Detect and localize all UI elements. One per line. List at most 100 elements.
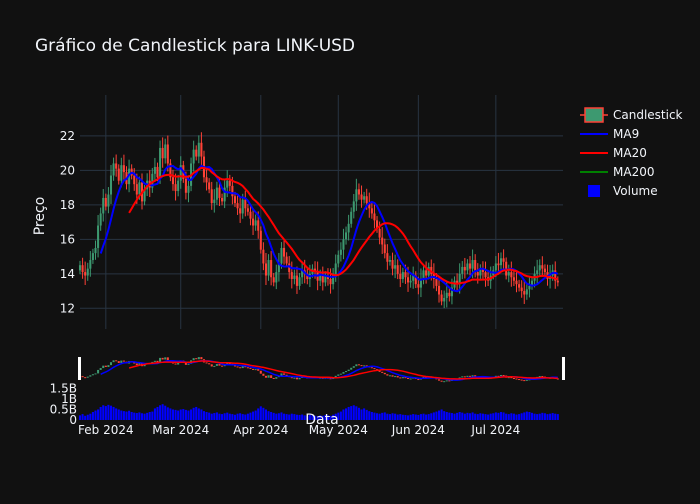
- candle-body: [427, 266, 430, 276]
- candle-body: [512, 277, 515, 281]
- candle-body: [368, 203, 371, 209]
- candle-body: [293, 275, 296, 279]
- candle-body: [277, 263, 280, 273]
- candle-body: [329, 278, 332, 285]
- volume-tick-label: 0: [69, 413, 77, 427]
- range-slider-candle: [497, 375, 500, 377]
- range-slider-candle: [267, 375, 270, 378]
- volume-bar: [195, 406, 198, 420]
- range-slider-candle: [197, 357, 200, 360]
- volume-bar: [210, 413, 213, 420]
- candle-body: [283, 247, 286, 257]
- candle-body: [153, 166, 156, 174]
- range-slider-candle: [342, 372, 345, 374]
- volume-bar: [130, 412, 133, 420]
- y-tick-label: 18: [60, 198, 75, 212]
- range-slider-candle: [394, 376, 397, 378]
- range-slider-candle: [184, 362, 187, 365]
- candle-body: [97, 225, 100, 248]
- candle-body: [233, 196, 237, 204]
- range-slider-candle: [347, 369, 350, 372]
- range-slider-candle: [518, 379, 521, 381]
- candle-body: [177, 180, 180, 192]
- candle-body: [122, 165, 125, 173]
- candle-body: [370, 208, 373, 214]
- volume-bar: [262, 407, 265, 420]
- candle-body: [246, 208, 249, 212]
- candle-body: [91, 253, 94, 261]
- range-slider-candle: [396, 376, 399, 378]
- range-slider-handle-left[interactable]: [78, 357, 81, 380]
- volume-bar: [528, 412, 531, 420]
- candle-body: [239, 208, 242, 214]
- volume-bar: [332, 414, 335, 420]
- volume-bar: [450, 413, 453, 420]
- candle-body: [445, 292, 448, 298]
- candle-body: [497, 263, 500, 266]
- volume-bar: [166, 407, 169, 420]
- range-slider-candle: [406, 377, 410, 379]
- volume-bar: [78, 415, 82, 420]
- volume-bar: [109, 405, 113, 420]
- candle-body: [458, 273, 461, 285]
- range-slider-candle: [239, 367, 242, 369]
- range-slider-candle: [525, 379, 528, 381]
- volume-bar: [329, 415, 332, 420]
- range-slider-candle: [293, 377, 296, 379]
- volume-bar: [295, 414, 298, 420]
- candle-body: [399, 273, 402, 279]
- volume-bar: [427, 414, 430, 420]
- candle-body: [474, 260, 477, 273]
- volume-bar: [314, 415, 317, 420]
- range-slider-candle: [448, 380, 451, 382]
- candle-body: [249, 211, 252, 219]
- volume-bar: [303, 415, 306, 420]
- volume-bar: [556, 414, 559, 420]
- volume-bar: [200, 409, 203, 420]
- range-slider-candle: [334, 375, 337, 378]
- candle-body: [275, 272, 278, 283]
- range-slider-candle: [352, 366, 355, 368]
- volume-bar: [381, 412, 384, 420]
- volume-bar: [406, 415, 410, 420]
- candle-body: [280, 247, 283, 264]
- volume-bar: [378, 413, 381, 420]
- range-slider-handle-right[interactable]: [562, 357, 565, 380]
- candle-body: [241, 199, 244, 214]
- range-slider-candle: [156, 360, 159, 363]
- volume-bar: [422, 413, 425, 420]
- range-slider-candle: [164, 357, 167, 360]
- range-slider-candle: [153, 360, 156, 362]
- range-slider-candle: [200, 357, 203, 360]
- candle-body: [538, 265, 541, 271]
- volume-bar: [151, 411, 154, 420]
- candle-body: [502, 258, 505, 262]
- x-axis-ticks: Feb 2024 Mar 2024 Apr 2024 May 2024 Jun 2024…: [78, 423, 520, 437]
- candle-body: [84, 272, 87, 276]
- range-slider-candle: [228, 362, 231, 364]
- candle-body: [120, 165, 123, 181]
- candle-body: [518, 284, 521, 288]
- volume-bar: [254, 410, 257, 420]
- candle-body: [481, 268, 484, 273]
- candle-body: [267, 260, 270, 276]
- candle-body: [290, 272, 293, 279]
- volume-bar: [233, 414, 237, 420]
- volume-bar: [520, 413, 523, 420]
- x-tick-label: Feb 2024: [78, 423, 134, 437]
- volume-bar: [549, 413, 552, 420]
- volume-bar: [334, 413, 337, 420]
- candle-body: [236, 203, 239, 209]
- volume-bar: [301, 414, 304, 420]
- range-slider-candle: [254, 369, 257, 371]
- volume-bar: [466, 412, 469, 420]
- volume-bar: [461, 412, 464, 420]
- candle-body: [401, 272, 404, 279]
- candle-body: [339, 249, 342, 255]
- range-slider-candle: [425, 376, 428, 378]
- legend-symbol-volume: [588, 185, 600, 197]
- volume-bar: [518, 414, 521, 420]
- candle-body: [221, 197, 224, 202]
- volume-bar: [208, 412, 211, 420]
- range-slider-candle: [135, 363, 138, 366]
